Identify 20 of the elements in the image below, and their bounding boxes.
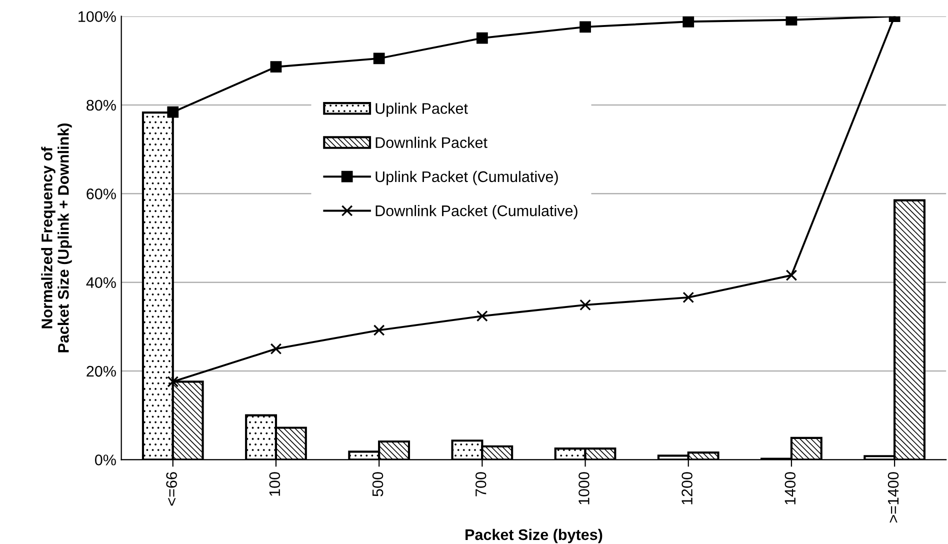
legend-label: Downlink Packet (Cumulative) — [376, 204, 578, 220]
y-tick-label: 0% — [95, 454, 116, 466]
x-tick-label: 1200 — [682, 472, 692, 504]
x-tick-label: <=66 — [166, 472, 177, 506]
x-tick-label: 1400 — [784, 472, 796, 504]
legend-label: Uplink Packet (Cumulative) — [376, 170, 558, 186]
y-tick-label: 60% — [86, 188, 116, 200]
y-tick-label: 20% — [86, 366, 116, 377]
x-tick-label: 100 — [269, 472, 280, 496]
legend-label: Uplink Packet — [376, 102, 468, 117]
y-tick-label: 100% — [78, 11, 116, 22]
y-axis-title: Normalized Frequency of Packet Size (Uplink + Downlink) — [41, 124, 72, 352]
x-axis-title: Packet Size (bytes) — [466, 528, 602, 544]
x-tick-label: >=1400 — [888, 472, 899, 523]
x-tick-label: 500 — [372, 472, 384, 496]
y-tick-label: 80% — [86, 100, 116, 111]
x-tick-label: 700 — [475, 472, 486, 496]
y-tick-label: 40% — [86, 277, 116, 288]
x-tick-label: 1000 — [578, 472, 590, 504]
legend-label: Downlink Packet — [376, 136, 488, 148]
